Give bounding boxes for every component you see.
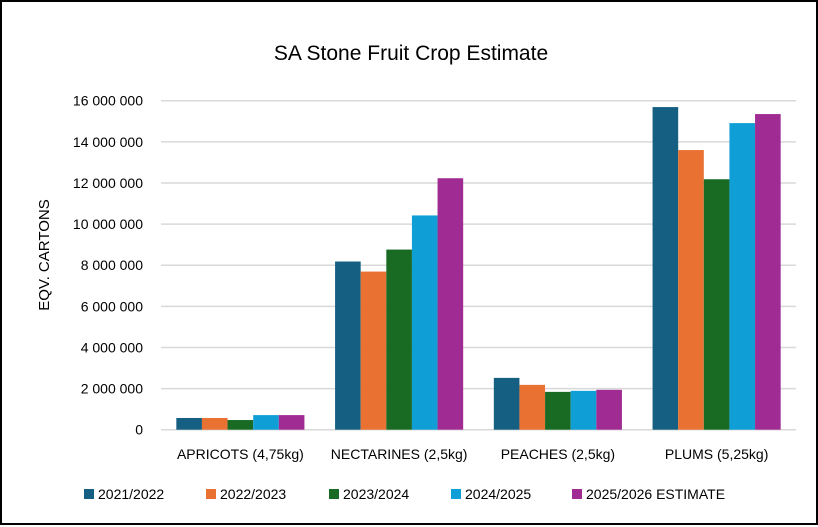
bar-2024-2025-3 [729,123,756,430]
bar-2025-2026-estimate-2 [596,389,622,430]
chart-title: SA Stone Fruit Crop Estimate [274,42,548,65]
bar-2021-2022-1 [335,261,361,430]
bar-2021-2022-0 [176,417,202,430]
bar-2023-2024-1 [386,249,412,430]
x-axis-categories: APRICOTS (4,75kg) NECTARINES (2,5kg) PEACH… [177,446,768,462]
x-category-label: NECTARINES (2,5kg) [331,446,468,462]
bar-2023-2024-0 [227,420,254,430]
y-tick-label: 12 000 000 [73,175,143,191]
bar-2024-2025-2 [570,390,597,430]
bar-2025-2026-estimate-1 [437,178,464,430]
x-category-label: PLUMS (5,25kg) [665,446,768,462]
bars [176,107,781,430]
x-category-label: APRICOTS (4,75kg) [177,446,304,462]
legend-swatch [206,489,216,499]
bar-2023-2024-3 [703,179,730,430]
y-tick-label: 2 000 000 [81,381,143,397]
y-tick-label: 10 000 000 [73,216,143,232]
bar-2023-2024-2 [545,391,571,430]
legend-label: 2024/2025 [465,486,531,502]
bar-2024-2025-1 [411,215,438,430]
legend-label: 2021/2022 [98,486,164,502]
bar-2024-2025-0 [253,415,279,430]
legend-label: 2023/2024 [343,486,409,502]
legend-swatch [329,489,339,499]
legend-item: 2025/2026 ESTIMATE [572,486,725,502]
y-tick-label: 0 [135,422,143,438]
x-category-label: PEACHES (2,5kg) [501,446,615,462]
y-tick-label: 8 000 000 [81,257,143,273]
legend-label: 2025/2026 ESTIMATE [586,486,725,502]
legend-item: 2023/2024 [329,486,409,502]
legend-swatch [451,489,461,499]
y-tick-label: 14 000 000 [73,134,143,150]
legend-swatch [572,489,582,499]
y-axis-ticks: 0 2 000 000 4 000 000 6 000 000 8 000 000 10 … [73,93,143,438]
legend-label: 2022/2023 [220,486,286,502]
bar-2022-2023-3 [678,150,704,430]
bar-2022-2023-1 [360,271,387,430]
bar-2025-2026-estimate-3 [755,114,781,430]
legend-swatch [84,489,94,499]
legend-item: 2021/2022 [84,486,164,502]
legend-item: 2022/2023 [206,486,286,502]
legend: 2021/2022 2022/2023 2023/2024 2024/2025 2025… [84,486,725,502]
bar-2025-2026-estimate-0 [278,415,305,430]
bar-2022-2023-2 [519,384,546,430]
y-tick-label: 16 000 000 [73,93,143,109]
bar-2021-2022-3 [652,107,679,430]
bar-2021-2022-2 [493,377,520,430]
y-tick-label: 6 000 000 [81,298,143,314]
gridlines [161,99,796,431]
legend-item: 2024/2025 [451,486,531,502]
bar-2022-2023-0 [201,417,228,430]
y-axis-label: EQV. CARTONS [36,199,53,310]
y-tick-label: 4 000 000 [81,339,143,355]
